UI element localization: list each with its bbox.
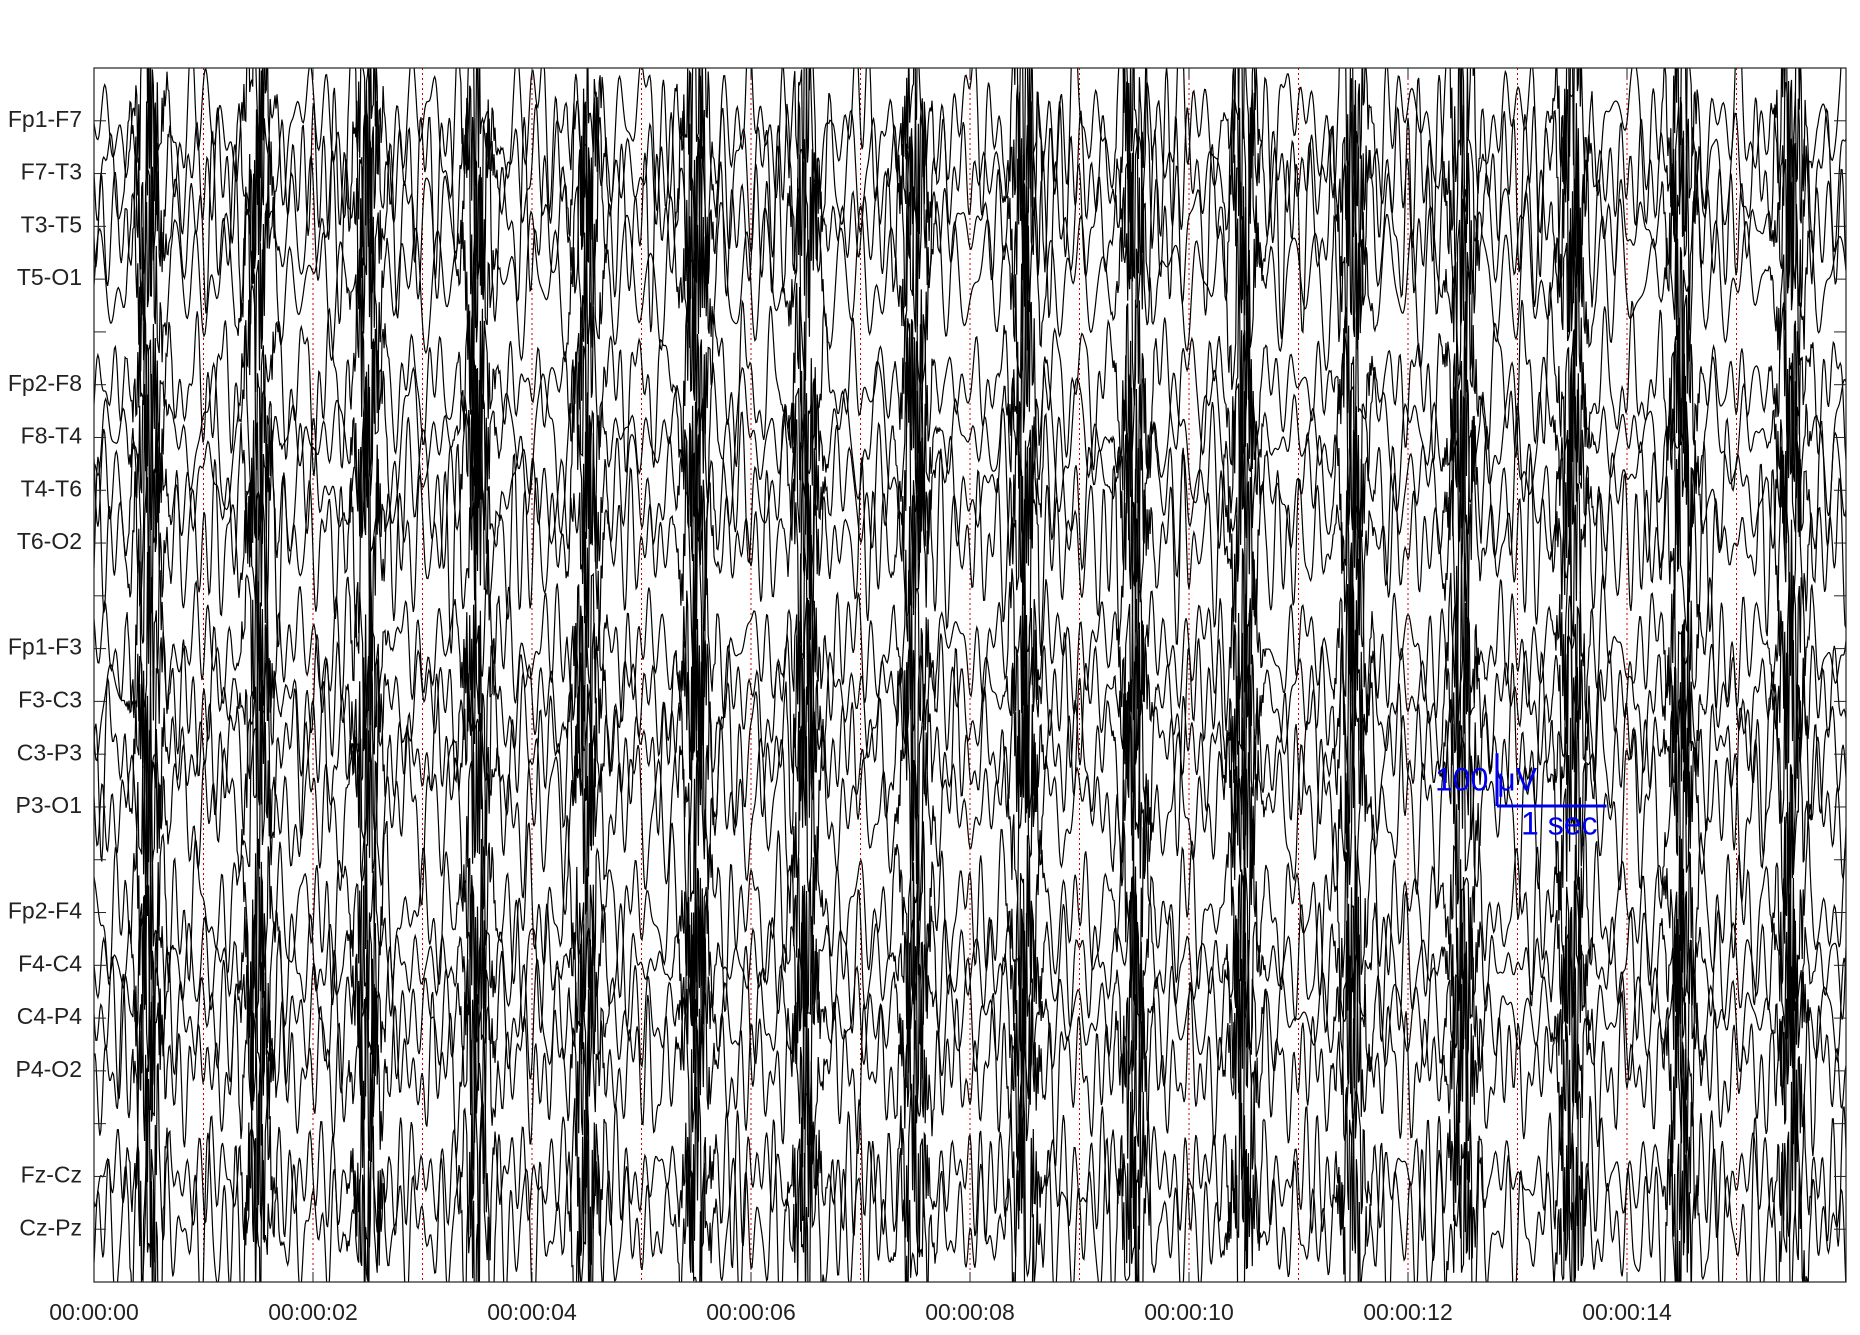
channel-label: P4-O2 <box>16 1056 82 1082</box>
x-tick-label: 00:00:12 <box>1363 1299 1453 1325</box>
eeg-trace <box>94 68 1846 311</box>
channel-label: P3-O1 <box>16 792 82 818</box>
eeg-trace <box>94 591 1846 824</box>
channel-label: F3-C3 <box>18 686 82 712</box>
channel-label: T5-O1 <box>17 264 82 290</box>
channel-label: F8-T4 <box>21 423 83 449</box>
eeg-trace <box>94 802 1846 1050</box>
eeg-trace <box>94 138 1846 415</box>
channel-label: F7-T3 <box>21 159 82 185</box>
eeg-trace <box>94 409 1846 672</box>
eeg-trace <box>94 246 1846 503</box>
x-tick-label: 00:00:08 <box>925 1299 1015 1325</box>
channel-label: T4-T6 <box>21 475 82 501</box>
plot-area <box>94 68 1846 1282</box>
eeg-trace <box>94 657 1846 923</box>
channel-label: C4-P4 <box>17 1003 82 1029</box>
x-tick-label: 00:00:02 <box>268 1299 358 1325</box>
eeg-trace <box>94 922 1846 1205</box>
channel-label: Fp2-F8 <box>8 370 82 396</box>
channel-label: T3-T5 <box>21 211 82 237</box>
channel-label: Fz-Cz <box>21 1162 82 1188</box>
eeg-trace <box>94 68 1842 256</box>
channel-label: Fp1-F7 <box>8 106 82 132</box>
x-tick-label: 00:00:00 <box>49 1299 139 1325</box>
eeg-trace <box>94 507 1846 773</box>
channel-label: C3-P3 <box>17 739 82 765</box>
x-tick-label: 00:00:06 <box>706 1299 796 1325</box>
eeg-trace <box>94 317 1846 564</box>
x-axis-label: Time <box>945 1333 995 1335</box>
x-tick-label: 00:00:14 <box>1582 1299 1672 1325</box>
scale-bar-time: 1 sec <box>1521 805 1597 841</box>
eeg-trace <box>94 1063 1846 1282</box>
channel-label: Fp1-F3 <box>8 634 82 660</box>
x-tick-label: 00:00:10 <box>1144 1299 1234 1325</box>
channel-label: T6-O2 <box>17 528 82 554</box>
channel-label: Cz-Pz <box>19 1214 82 1240</box>
eeg-trace <box>94 75 1846 377</box>
x-tick-label: 00:00:04 <box>487 1299 577 1325</box>
channel-label: F4-C4 <box>18 950 82 976</box>
scale-bar-amplitude: 100 μV <box>1435 761 1538 797</box>
eeg-trace <box>94 1094 1846 1282</box>
channel-label: Fp2-F4 <box>8 898 82 924</box>
